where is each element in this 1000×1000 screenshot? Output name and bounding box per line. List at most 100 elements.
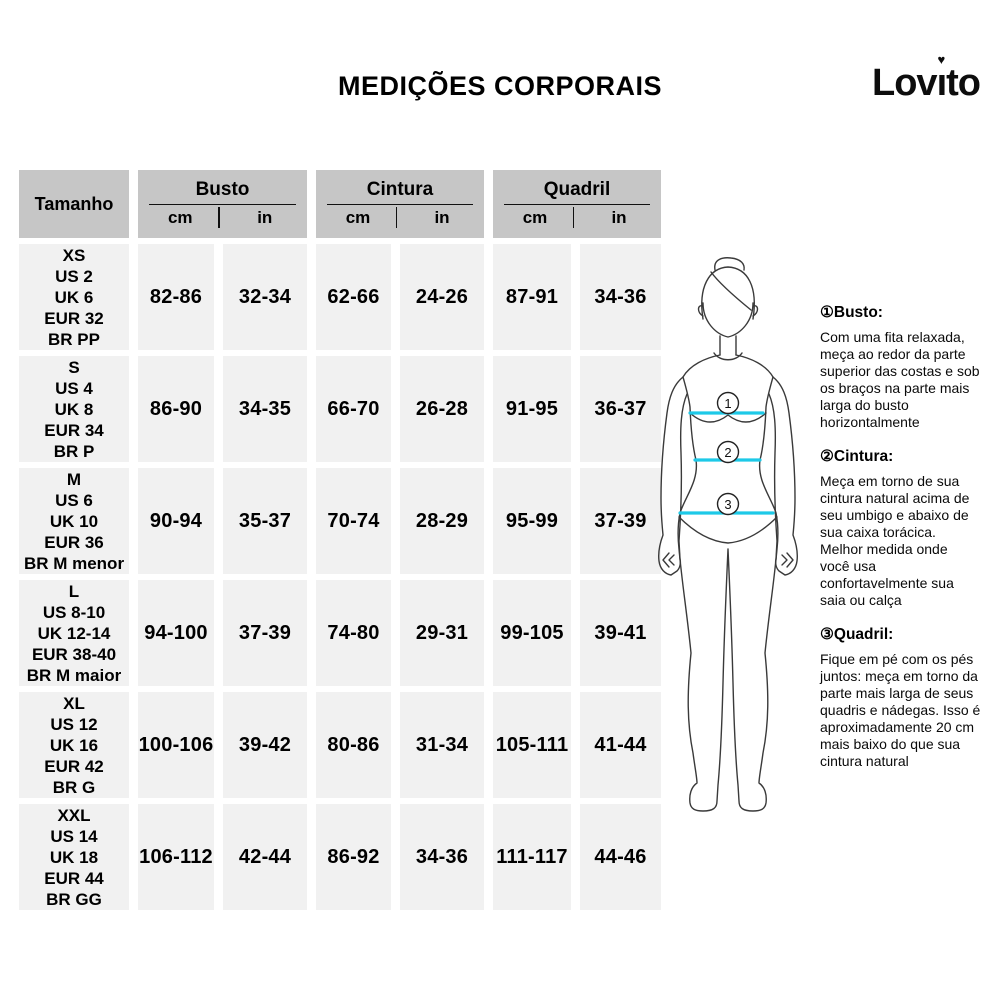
busto-in: 39-42: [223, 692, 307, 798]
column-header-busto: Busto cm in: [138, 170, 307, 238]
unit-cm-label: cm: [345, 208, 371, 227]
unit-in-label: in: [611, 208, 627, 227]
measuring-guide: ①Busto: Com uma fita relaxada, meça ao r…: [820, 303, 1000, 786]
right-ear: [752, 305, 759, 317]
marker-number-waist: 2: [724, 445, 731, 460]
column-header-cintura: Cintura cm in: [316, 170, 484, 238]
guide-text: Com uma fita relaxada, meça ao redor da …: [820, 329, 980, 430]
header-divider-line: [327, 204, 473, 205]
bust-curves: [689, 412, 767, 423]
quadril-cm: 111-117: [493, 804, 571, 910]
cintura-cm: 80-86: [316, 692, 391, 798]
quadril-cm: 95-99: [493, 468, 571, 574]
size-cell-l: L US 8-10 UK 12-14 EUR 38-40 BR M maior: [19, 580, 129, 686]
collar-curve: [713, 352, 743, 361]
guide-section-cintura: ②Cintura: Meça em torno de sua cintura n…: [820, 447, 1000, 609]
size-cell-xl: XL US 12 UK 16 EUR 42 BR G: [19, 692, 129, 798]
neck: [719, 335, 737, 356]
quadril-in: 39-41: [580, 580, 661, 686]
group-label: Busto: [195, 179, 250, 200]
cintura-in: 24-26: [400, 244, 484, 350]
page-title: MEDIÇÕES CORPORAIS: [337, 71, 663, 101]
busto-in: 42-44: [223, 804, 307, 910]
marker-circle-2: [716, 440, 740, 464]
size-cell-xs: XS US 2 UK 6 EUR 32 BR PP: [19, 244, 129, 350]
group-label: Quadril: [543, 179, 611, 200]
unit-row: cm in: [316, 205, 484, 231]
marker-circle-1: [716, 391, 740, 415]
marker-number-hip: 3: [724, 497, 731, 512]
busto-cm: 94-100: [138, 580, 214, 686]
cintura-cm: 74-80: [316, 580, 391, 686]
underwear-line: [678, 516, 778, 544]
size-table: Tamanho Busto cm in Cintura cm in Quadri…: [19, 170, 661, 910]
busto-cm: 86-90: [138, 356, 214, 462]
cintura-in: 31-34: [400, 692, 484, 798]
column-header-quadril: Quadril cm in: [493, 170, 661, 238]
unit-cm-label: cm: [167, 208, 193, 227]
cintura-cm: 86-92: [316, 804, 391, 910]
header-divider-line: [149, 204, 296, 205]
quadril-cm: 105-111: [493, 692, 571, 798]
size-cell-s: S US 4 UK 8 EUR 34 BR P: [19, 356, 129, 462]
guide-title: ③Quadril:: [820, 626, 894, 643]
unit-row: cm in: [493, 205, 661, 231]
torso-and-legs-outline: [677, 354, 779, 812]
cintura-in: 26-28: [400, 356, 484, 462]
hair-swirl: [710, 271, 752, 311]
unit-cm-label: cm: [522, 208, 548, 227]
logo-part1: Lov: [872, 62, 938, 104]
size-cell-m: M US 6 UK 10 EUR 36 BR M menor: [19, 468, 129, 574]
unit-in-label: in: [257, 208, 273, 227]
marker-number-bust: 1: [724, 396, 731, 411]
left-hand-fingers: [662, 552, 675, 568]
lovito-logo: Lovı ♥ to: [872, 52, 981, 105]
busto-cm: 90-94: [138, 468, 214, 574]
quadril-in: 44-46: [580, 804, 661, 910]
measurement-markers: 1 2 3: [716, 391, 740, 516]
right-arm: [768, 376, 798, 576]
quadril-in: 36-37: [580, 356, 661, 462]
guide-title: ①Busto:: [820, 304, 883, 321]
cintura-cm: 66-70: [316, 356, 391, 462]
quadril-in: 37-39: [580, 468, 661, 574]
right-hand-fingers: [781, 552, 794, 568]
body-outline-illustration: 1 2 3: [658, 257, 798, 812]
heart-icon: ♥: [937, 52, 946, 67]
guide-text: Meça em torno de sua cintura natural aci…: [820, 473, 970, 608]
quadril-in: 41-44: [580, 692, 661, 798]
size-cell-xxl: XXL US 14 UK 18 EUR 44 BR GG: [19, 804, 129, 910]
face-outline: [702, 302, 754, 338]
busto-cm: 100-106: [138, 692, 214, 798]
column-header-tamanho: Tamanho: [19, 170, 129, 238]
busto-in: 34-35: [223, 356, 307, 462]
header-divider-line: [504, 204, 650, 205]
cintura-in: 34-36: [400, 804, 484, 910]
guide-section-quadril: ③Quadril: Fique em pé com os pés juntos:…: [820, 625, 1000, 770]
busto-in: 37-39: [223, 580, 307, 686]
busto-in: 35-37: [223, 468, 307, 574]
unit-divider: [572, 207, 575, 228]
group-label: Cintura: [366, 179, 434, 200]
left-ear: [697, 305, 704, 317]
body-measurement-figure: 1 2 3: [645, 253, 815, 815]
cintura-cm: 70-74: [316, 468, 391, 574]
left-arm: [658, 376, 688, 576]
cintura-in: 29-31: [400, 580, 484, 686]
busto-in: 32-34: [223, 244, 307, 350]
unit-in-label: in: [434, 208, 450, 227]
guide-text: Fique em pé com os pés juntos: meça em t…: [820, 651, 981, 769]
busto-cm: 106-112: [138, 804, 214, 910]
busto-cm: 82-86: [138, 244, 214, 350]
marker-circle-3: [716, 492, 740, 516]
unit-divider: [218, 207, 220, 228]
quadril-cm: 99-105: [493, 580, 571, 686]
guide-title: ②Cintura:: [820, 448, 894, 465]
quadril-cm: 87-91: [493, 244, 571, 350]
hair-outline: [701, 266, 755, 320]
cintura-cm: 62-66: [316, 244, 391, 350]
quadril-in: 34-36: [580, 244, 661, 350]
hair-bun: [714, 257, 745, 271]
logo-letter-i: ı ♥: [936, 52, 948, 104]
